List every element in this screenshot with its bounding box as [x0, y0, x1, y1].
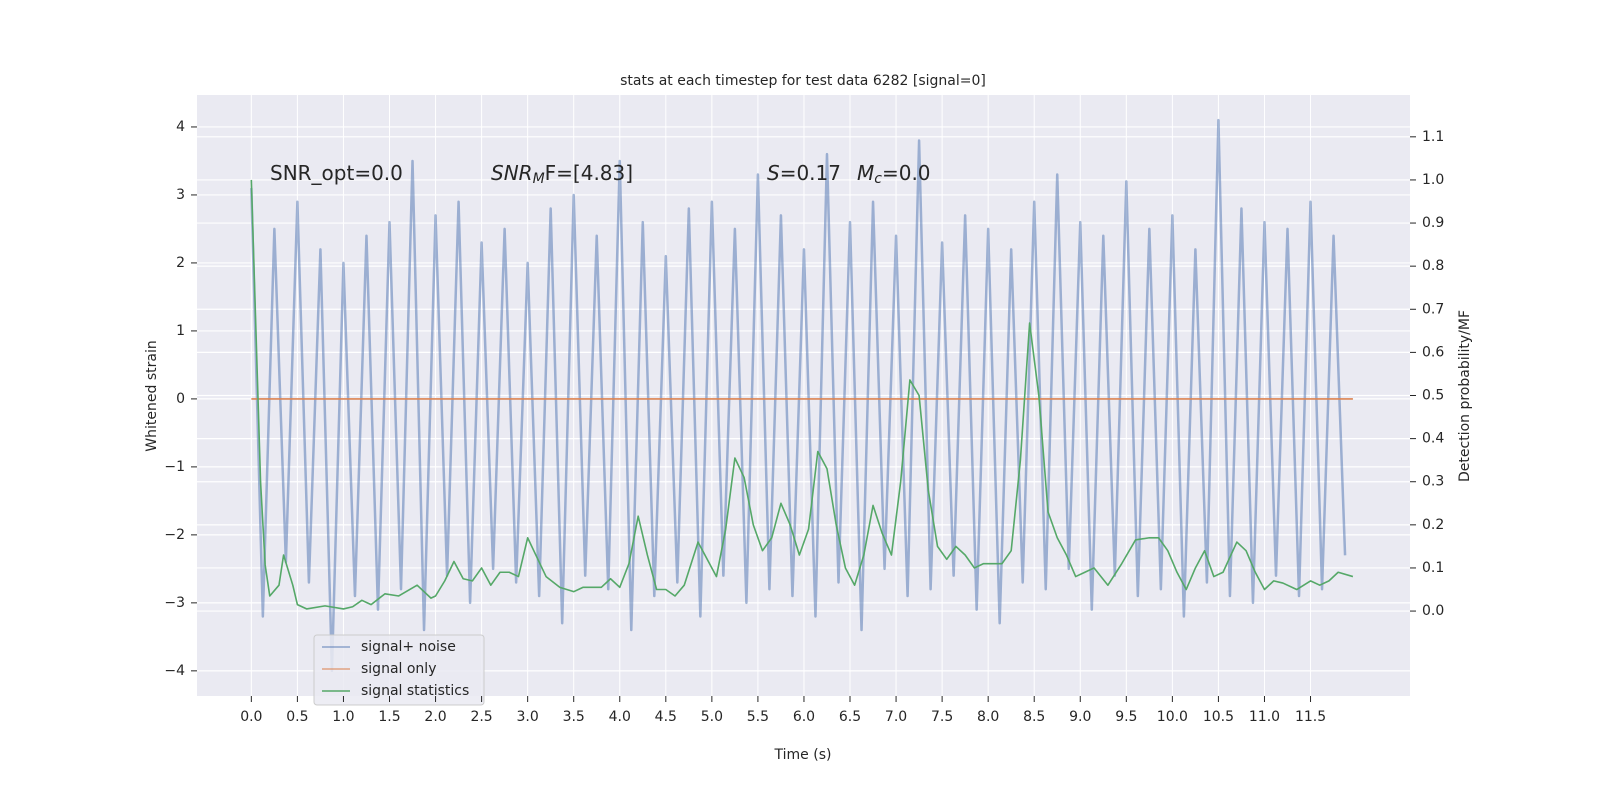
- y-tick-label: 3: [176, 187, 185, 203]
- legend-label: signal statistics: [361, 683, 469, 699]
- x-tick-label: 11.5: [1295, 709, 1326, 725]
- x-tick-label: 11.0: [1249, 709, 1280, 725]
- x-tick-label: 5.5: [747, 709, 769, 725]
- x-tick-label: 6.0: [793, 709, 815, 725]
- y-tick-label: −2: [164, 527, 185, 543]
- x-tick-label: 3.0: [517, 709, 539, 725]
- series-line: [250, 118, 1347, 673]
- y2-tick-label: 0.4: [1422, 431, 1444, 447]
- x-tick-label: 10.0: [1157, 709, 1188, 725]
- annotation: SNRMF=[4.83]: [491, 161, 633, 188]
- y2-tick-label: 1.1: [1422, 129, 1444, 145]
- y-tick-label: −4: [164, 663, 185, 679]
- annotation: SNR_opt=0.0: [270, 161, 403, 185]
- y2-tick-label: 1.0: [1422, 172, 1444, 188]
- x-tick-label: 0.5: [286, 709, 308, 725]
- y-axis-label: Whitened strain: [144, 340, 160, 451]
- y2-tick-label: 0.7: [1422, 301, 1444, 317]
- x-tick-label: 7.5: [931, 709, 953, 725]
- y2-tick-label: 0.5: [1422, 388, 1444, 404]
- legend-label: signal+ noise: [361, 639, 456, 655]
- x-tick-label: 8.5: [1023, 709, 1045, 725]
- y2-tick-label: 0.0: [1422, 603, 1444, 619]
- x-tick-label: 4.5: [655, 709, 677, 725]
- x-tick-label: 5.0: [701, 709, 723, 725]
- x-tick-label: 1.5: [378, 709, 400, 725]
- x-tick-label: 3.5: [563, 709, 585, 725]
- x-tick-label: 10.5: [1203, 709, 1234, 725]
- annotation: S=0.17 Mc=0.0: [767, 161, 931, 188]
- legend: signal+ noise signal only signal statistic…: [313, 634, 485, 706]
- x-axis-label: Time (s): [774, 747, 832, 763]
- y-tick-label: 0: [176, 391, 185, 407]
- y2-tick-label: 0.2: [1422, 517, 1444, 533]
- x-tick-label: 8.0: [977, 709, 999, 725]
- y2-tick-label: 0.9: [1422, 215, 1444, 231]
- x-tick-label: 7.0: [885, 709, 907, 725]
- legend-label: signal only: [361, 661, 436, 677]
- y-tick-label: 4: [176, 119, 185, 135]
- marks: [250, 118, 1354, 673]
- legend-box: [313, 634, 485, 706]
- chart-title: stats at each timestep for test data 628…: [620, 73, 986, 89]
- series-line: [250, 179, 1354, 610]
- x-tick-label: 9.0: [1069, 709, 1091, 725]
- x-tick-label: 6.5: [839, 709, 861, 725]
- y2-tick-label: 0.1: [1422, 560, 1444, 576]
- y-tick-label: −1: [164, 459, 185, 475]
- y2-axis-label: Detection probability/MF: [1457, 310, 1473, 482]
- x-tick-label: 4.0: [609, 709, 631, 725]
- y-tick-label: 2: [176, 255, 185, 271]
- y-tick-label: −3: [164, 595, 185, 611]
- x-tick-label: 1.0: [332, 709, 354, 725]
- x-tick-label: 2.0: [424, 709, 446, 725]
- y2-tick-label: 0.6: [1422, 344, 1444, 360]
- x-tick-label: 0.0: [240, 709, 262, 725]
- y-tick-label: 1: [176, 323, 185, 339]
- y2-tick-label: 0.8: [1422, 258, 1444, 274]
- y2-tick-label: 0.3: [1422, 474, 1444, 490]
- x-tick-label: 2.5: [470, 709, 492, 725]
- x-tick-label: 9.5: [1115, 709, 1137, 725]
